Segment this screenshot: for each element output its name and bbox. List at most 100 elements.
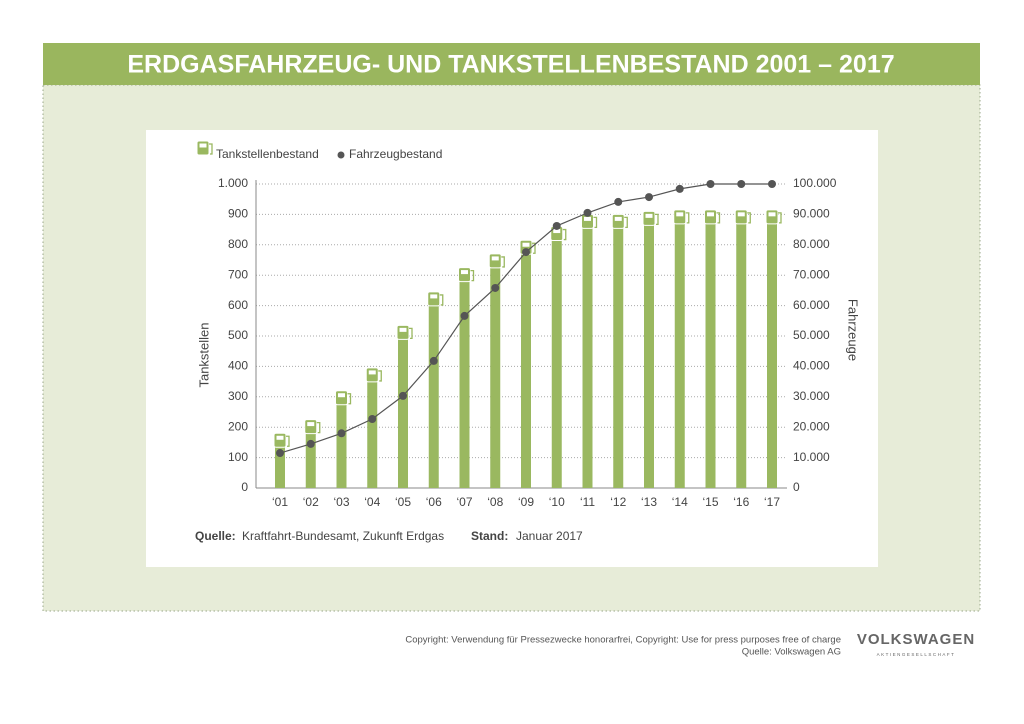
y2-tick-label: 80.000 (793, 237, 830, 251)
pump-icon-window (676, 212, 684, 217)
pump-icon-hose (655, 213, 659, 226)
pump-icon-window (491, 256, 499, 261)
pump-icon-window (307, 422, 315, 427)
y-tick-label: 600 (228, 298, 248, 312)
y2-tick-label: 0 (793, 480, 800, 494)
pump-icon-hose (316, 421, 321, 434)
bar (521, 240, 531, 488)
pump-icon-hose (624, 216, 628, 229)
bar (674, 209, 685, 488)
x-tick-label: ‘03 (333, 495, 349, 509)
pump-icon (365, 367, 379, 383)
pump-icon (458, 267, 471, 283)
bar (551, 226, 562, 488)
y2-tick-label: 40.000 (793, 359, 830, 373)
point (368, 414, 377, 423)
point (306, 439, 315, 448)
point (522, 248, 530, 257)
y-tick-label: 400 (228, 359, 248, 373)
date-text: Januar 2017 (516, 529, 583, 543)
bar (736, 209, 747, 488)
pump-icon-window (430, 294, 438, 299)
y-tick-label: 500 (228, 328, 248, 342)
date-label: Stand: (471, 529, 508, 543)
x-tick-label: ‘06 (426, 495, 442, 509)
pump-icon-window (737, 212, 745, 217)
y2-tick-label: 50.000 (793, 328, 830, 342)
pump-icon-hose (532, 242, 536, 254)
x-tick-label: ‘01 (272, 495, 288, 509)
legend-icon-window (199, 143, 207, 148)
pump-icon-window (461, 270, 468, 275)
x-tick-label: ‘14 (672, 495, 688, 509)
pump-icon-window (584, 216, 591, 221)
pump-icon-window (707, 212, 714, 217)
y2-tick-label: 30.000 (793, 389, 830, 403)
point (706, 180, 715, 188)
y-tick-label: 0 (241, 480, 248, 494)
bar (459, 267, 470, 488)
chart-title: ERDGASFAHRZEUG- UND TANKSTELLENBESTAND 2… (127, 51, 894, 79)
point (276, 449, 284, 458)
bar (305, 419, 316, 488)
x-tick-label: ‘05 (395, 495, 411, 509)
pump-icon (734, 209, 748, 225)
y-tick-label: 800 (228, 237, 248, 251)
pump-icon (335, 390, 348, 406)
pump-icon (673, 209, 687, 225)
bar (336, 390, 347, 488)
pump-icon-window (399, 327, 407, 332)
legend-label: Fahrzeugbestand (349, 147, 442, 161)
copyright: Copyright: Verwendung für Pressezwecke h… (405, 635, 841, 646)
point (491, 283, 500, 292)
point (337, 429, 346, 438)
point (460, 311, 469, 320)
pump-icon-window (522, 242, 530, 247)
pump-icon-hose (778, 212, 782, 224)
pump-icon (611, 213, 625, 229)
y-axis-label: Tankstellen (196, 322, 211, 387)
x-tick-label: ‘16 (733, 495, 749, 509)
pump-icon-window (645, 213, 653, 218)
pump-icon-hose (347, 393, 352, 405)
pump-icon-hose (378, 370, 382, 382)
y2-tick-label: 60.000 (793, 298, 830, 312)
y2-tick-label: 10.000 (793, 450, 830, 464)
legend-label: Tankstellenbestand (216, 147, 319, 161)
y2-tick-label: 70.000 (793, 267, 830, 281)
x-tick-label: ‘02 (303, 495, 319, 509)
pump-icon-window (368, 370, 376, 375)
chart-area (146, 130, 878, 567)
bar (490, 253, 501, 488)
pump-icon (704, 209, 717, 225)
y-tick-label: 1.000 (218, 176, 248, 190)
pump-icon (427, 291, 441, 307)
x-tick-label: ‘08 (487, 495, 503, 509)
title-bar (43, 43, 980, 85)
pump-icon-hose (439, 294, 444, 306)
x-tick-label: ‘13 (641, 495, 657, 509)
bar (705, 209, 716, 488)
pump-icon (765, 209, 779, 225)
bar (428, 291, 439, 488)
pump-icon (304, 419, 318, 435)
pump-icon (488, 253, 502, 269)
point (645, 193, 653, 202)
pump-icon (396, 324, 410, 340)
point (675, 184, 684, 193)
x-tick-label: ‘11 (580, 495, 595, 509)
y2-axis-label: Fahrzeuge (846, 299, 861, 361)
source-label: Quelle: (195, 529, 236, 543)
bar (582, 214, 593, 488)
pump-icon-window (614, 216, 622, 221)
pump-icon-hose (685, 212, 690, 224)
legend-icon (196, 140, 210, 156)
bar (613, 214, 624, 488)
point (614, 197, 623, 206)
pump-icon-window (768, 212, 776, 217)
footer-source: Quelle: Volkswagen AG (742, 647, 841, 658)
point (768, 180, 776, 188)
pump-icon-hose (501, 256, 505, 268)
legend-icon-hose (209, 143, 213, 155)
